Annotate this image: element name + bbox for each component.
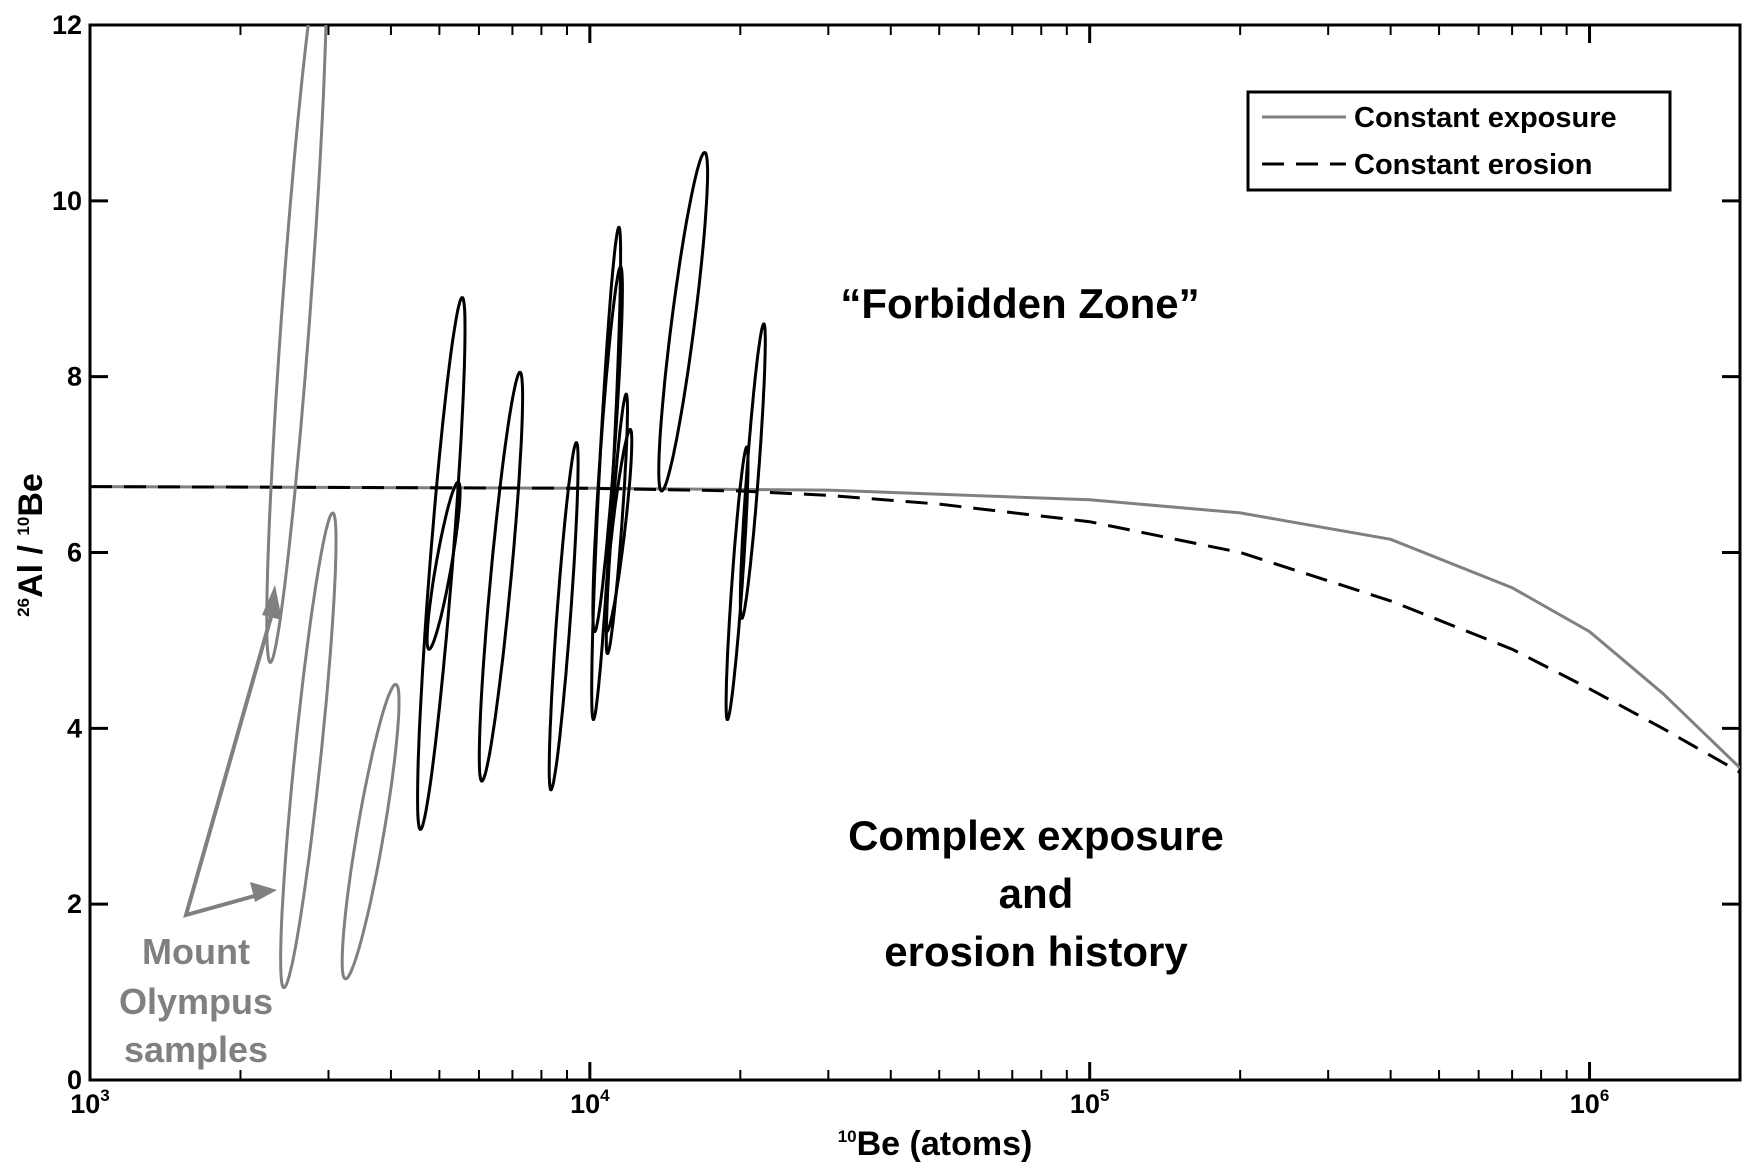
olympus-annotation: Mount Olympus samples: [119, 585, 282, 1070]
y-axis-title-end: Be: [12, 473, 50, 516]
y-tick-label-6: 6: [67, 538, 82, 568]
sample-ellipse-14: [738, 322, 767, 620]
sample-ellipse-6: [477, 370, 525, 783]
y-tick-label-8: 8: [67, 362, 82, 392]
sample-ellipse-1: [265, 25, 328, 664]
forbidden-zone-label: “Forbidden Zone”: [840, 280, 1199, 327]
complex-history-label-line-2: and: [999, 870, 1074, 917]
olympus-arrow-head-upper: [262, 585, 282, 620]
series-layer: [90, 485, 1740, 774]
ellipse-layer: [265, 25, 767, 989]
y-tick-label-12: 12: [52, 10, 82, 40]
legend-label-constant-exposure: Constant exposure: [1354, 102, 1617, 134]
y-axis-title-sup-2: 10: [14, 517, 33, 536]
series-constant-exposure-line: [90, 485, 1740, 769]
y-tick-label-2: 2: [67, 889, 82, 919]
x-tick-label-base: 10: [1070, 1089, 1100, 1119]
sample-ellipse-7: [547, 441, 580, 792]
olympus-label-line-1: Mount: [142, 931, 250, 972]
x-tick-label-exp: 5: [1100, 1086, 1109, 1105]
x-tick-label-5: 105: [1070, 1086, 1110, 1119]
y-axis-title-mid: Al /: [12, 536, 50, 598]
olympus-arrow-shaft: [183, 609, 275, 918]
olympus-label-line-3: samples: [124, 1029, 268, 1070]
x-tick-label-base: 10: [1570, 1089, 1600, 1119]
olympus-label-line-2: Olympus: [119, 981, 273, 1022]
x-axis-title-sup: 10: [838, 1127, 857, 1146]
sample-ellipse-2: [279, 511, 338, 989]
sample-ellipse-5: [425, 480, 462, 651]
sample-ellipse-12: [657, 151, 710, 493]
y-tick-label-0: 0: [67, 1065, 82, 1095]
complex-history-label-line-3: erosion history: [884, 928, 1188, 975]
legend: Constant exposure Constant erosion: [1246, 90, 1672, 192]
x-axis-title: 10Be (atoms): [838, 1125, 1033, 1163]
x-tick-label-exp: 4: [600, 1086, 610, 1105]
legend-label-constant-erosion: Constant erosion: [1354, 149, 1592, 181]
x-tick-label-3: 103: [70, 1086, 110, 1119]
y-tick-label-10: 10: [52, 186, 82, 216]
x-tick-label-exp: 3: [100, 1086, 109, 1105]
y-axis-title: 26Al / 10Be: [12, 473, 50, 617]
y-tick-label-4: 4: [67, 713, 82, 743]
x-tick-label-exp: 6: [1600, 1086, 1609, 1105]
sample-ellipse-4: [416, 296, 467, 831]
olympus-arrow-head-lower: [250, 882, 277, 902]
series-constant-erosion-line: [90, 485, 1740, 774]
y-axis-title-sup-1: 26: [14, 598, 33, 617]
x-tick-label-base: 10: [570, 1089, 600, 1119]
sample-ellipse-11: [603, 428, 634, 634]
x-tick-label-4: 104: [570, 1086, 610, 1119]
legend-box: [1246, 90, 1672, 192]
x-axis-title-text: Be (atoms): [857, 1125, 1033, 1163]
x-tick-label-6: 106: [1570, 1086, 1610, 1119]
complex-history-label-line-1: Complex exposure: [848, 812, 1224, 859]
sample-ellipse-9: [591, 265, 624, 633]
x-tick-label-base: 10: [70, 1089, 100, 1119]
sample-ellipse-3: [340, 683, 401, 981]
